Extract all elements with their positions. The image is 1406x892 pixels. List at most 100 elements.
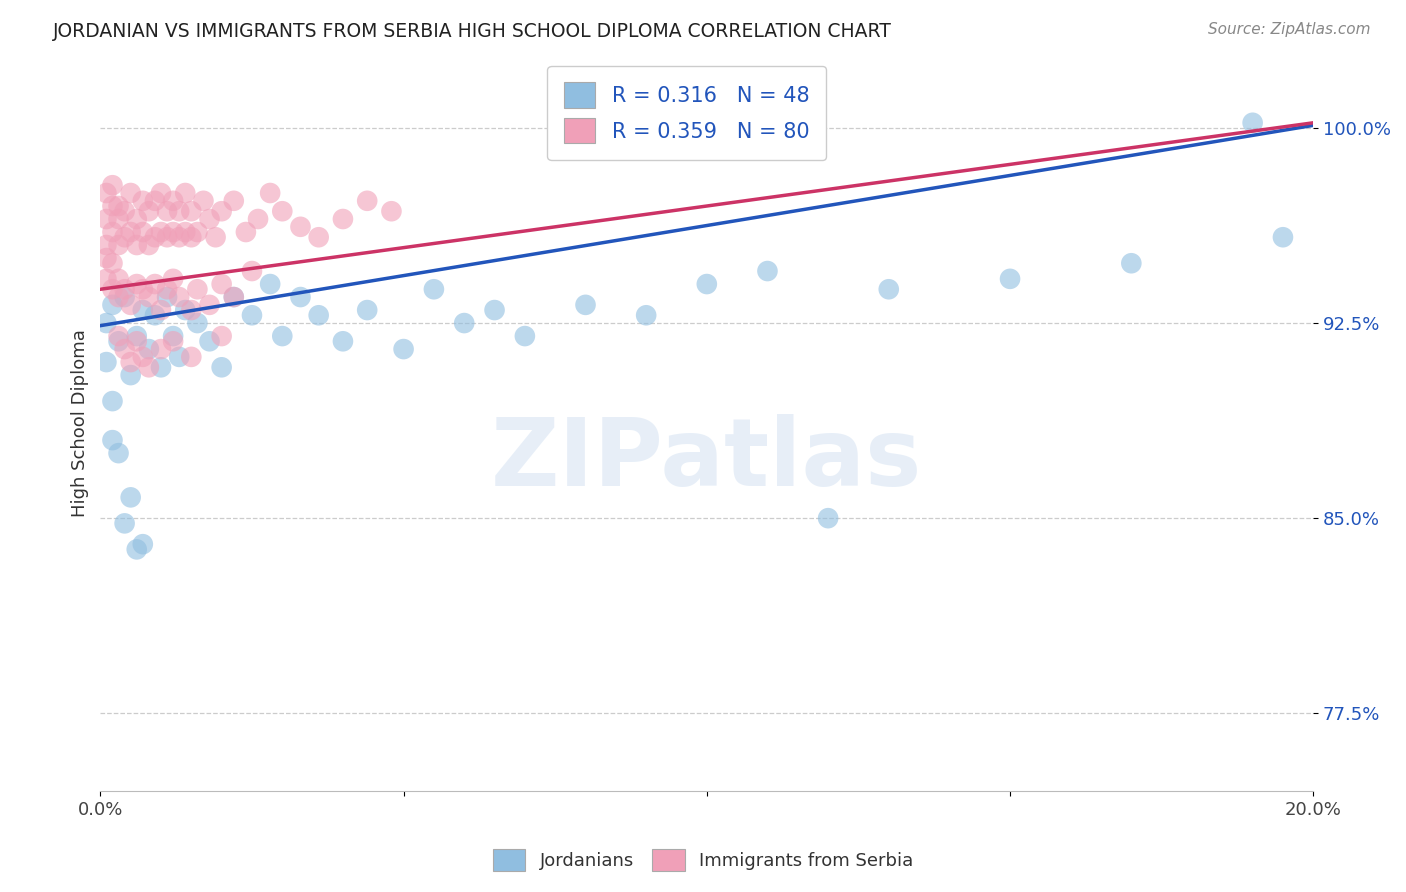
Point bbox=[1241, 116, 1264, 130]
Point bbox=[138, 290, 160, 304]
Point bbox=[120, 186, 142, 200]
Point bbox=[132, 282, 155, 296]
Point bbox=[211, 329, 233, 343]
Point bbox=[150, 342, 173, 356]
Point bbox=[132, 225, 155, 239]
Point bbox=[138, 342, 160, 356]
Point bbox=[308, 230, 330, 244]
Point bbox=[423, 282, 446, 296]
Point bbox=[120, 298, 142, 312]
Point bbox=[198, 298, 221, 312]
Point bbox=[132, 194, 155, 208]
Point bbox=[107, 199, 129, 213]
Point bbox=[240, 308, 263, 322]
Point bbox=[156, 204, 179, 219]
Point bbox=[247, 212, 270, 227]
Point bbox=[114, 342, 136, 356]
Point bbox=[101, 433, 124, 447]
Point bbox=[186, 316, 208, 330]
Point bbox=[101, 282, 124, 296]
Legend: Jordanians, Immigrants from Serbia: Jordanians, Immigrants from Serbia bbox=[485, 842, 921, 879]
Point bbox=[271, 329, 294, 343]
Point bbox=[392, 342, 415, 356]
Point bbox=[150, 360, 173, 375]
Point bbox=[998, 272, 1021, 286]
Point bbox=[235, 225, 257, 239]
Point bbox=[290, 219, 312, 234]
Point bbox=[125, 542, 148, 557]
Point bbox=[120, 225, 142, 239]
Point bbox=[132, 537, 155, 551]
Point bbox=[101, 199, 124, 213]
Point bbox=[180, 230, 202, 244]
Point bbox=[96, 316, 118, 330]
Point bbox=[198, 334, 221, 349]
Point bbox=[271, 204, 294, 219]
Point bbox=[174, 225, 197, 239]
Point bbox=[222, 194, 245, 208]
Text: Source: ZipAtlas.com: Source: ZipAtlas.com bbox=[1208, 22, 1371, 37]
Point bbox=[156, 290, 179, 304]
Point bbox=[96, 212, 118, 227]
Point bbox=[180, 204, 202, 219]
Point bbox=[101, 298, 124, 312]
Point bbox=[174, 186, 197, 200]
Point bbox=[513, 329, 536, 343]
Point bbox=[162, 329, 184, 343]
Point bbox=[120, 368, 142, 383]
Legend: R = 0.316   N = 48, R = 0.359   N = 80: R = 0.316 N = 48, R = 0.359 N = 80 bbox=[547, 65, 827, 161]
Point bbox=[107, 212, 129, 227]
Y-axis label: High School Diploma: High School Diploma bbox=[72, 329, 89, 517]
Point bbox=[162, 334, 184, 349]
Point bbox=[107, 272, 129, 286]
Point bbox=[696, 277, 718, 291]
Point bbox=[101, 178, 124, 193]
Point bbox=[107, 238, 129, 252]
Point bbox=[240, 264, 263, 278]
Point bbox=[132, 303, 155, 318]
Point bbox=[1271, 230, 1294, 244]
Point bbox=[380, 204, 402, 219]
Point bbox=[186, 225, 208, 239]
Point bbox=[259, 277, 281, 291]
Point bbox=[1121, 256, 1143, 270]
Point bbox=[484, 303, 506, 318]
Point bbox=[290, 290, 312, 304]
Point bbox=[143, 230, 166, 244]
Point bbox=[150, 303, 173, 318]
Point bbox=[114, 290, 136, 304]
Point bbox=[138, 360, 160, 375]
Point bbox=[125, 212, 148, 227]
Point bbox=[162, 272, 184, 286]
Point bbox=[162, 225, 184, 239]
Point bbox=[259, 186, 281, 200]
Point bbox=[107, 290, 129, 304]
Point bbox=[96, 355, 118, 369]
Point bbox=[211, 277, 233, 291]
Point bbox=[198, 212, 221, 227]
Point bbox=[156, 282, 179, 296]
Point bbox=[107, 334, 129, 349]
Text: JORDANIAN VS IMMIGRANTS FROM SERBIA HIGH SCHOOL DIPLOMA CORRELATION CHART: JORDANIAN VS IMMIGRANTS FROM SERBIA HIGH… bbox=[53, 22, 893, 41]
Point bbox=[332, 212, 354, 227]
Point bbox=[101, 225, 124, 239]
Point bbox=[125, 334, 148, 349]
Point bbox=[125, 238, 148, 252]
Point bbox=[143, 308, 166, 322]
Point bbox=[107, 446, 129, 460]
Point bbox=[96, 186, 118, 200]
Point bbox=[308, 308, 330, 322]
Point bbox=[877, 282, 900, 296]
Point bbox=[636, 308, 658, 322]
Point bbox=[453, 316, 475, 330]
Point bbox=[143, 194, 166, 208]
Point bbox=[222, 290, 245, 304]
Point bbox=[222, 290, 245, 304]
Point bbox=[204, 230, 226, 244]
Point bbox=[150, 225, 173, 239]
Point bbox=[211, 204, 233, 219]
Point bbox=[332, 334, 354, 349]
Point bbox=[125, 329, 148, 343]
Point bbox=[356, 303, 378, 318]
Point bbox=[756, 264, 779, 278]
